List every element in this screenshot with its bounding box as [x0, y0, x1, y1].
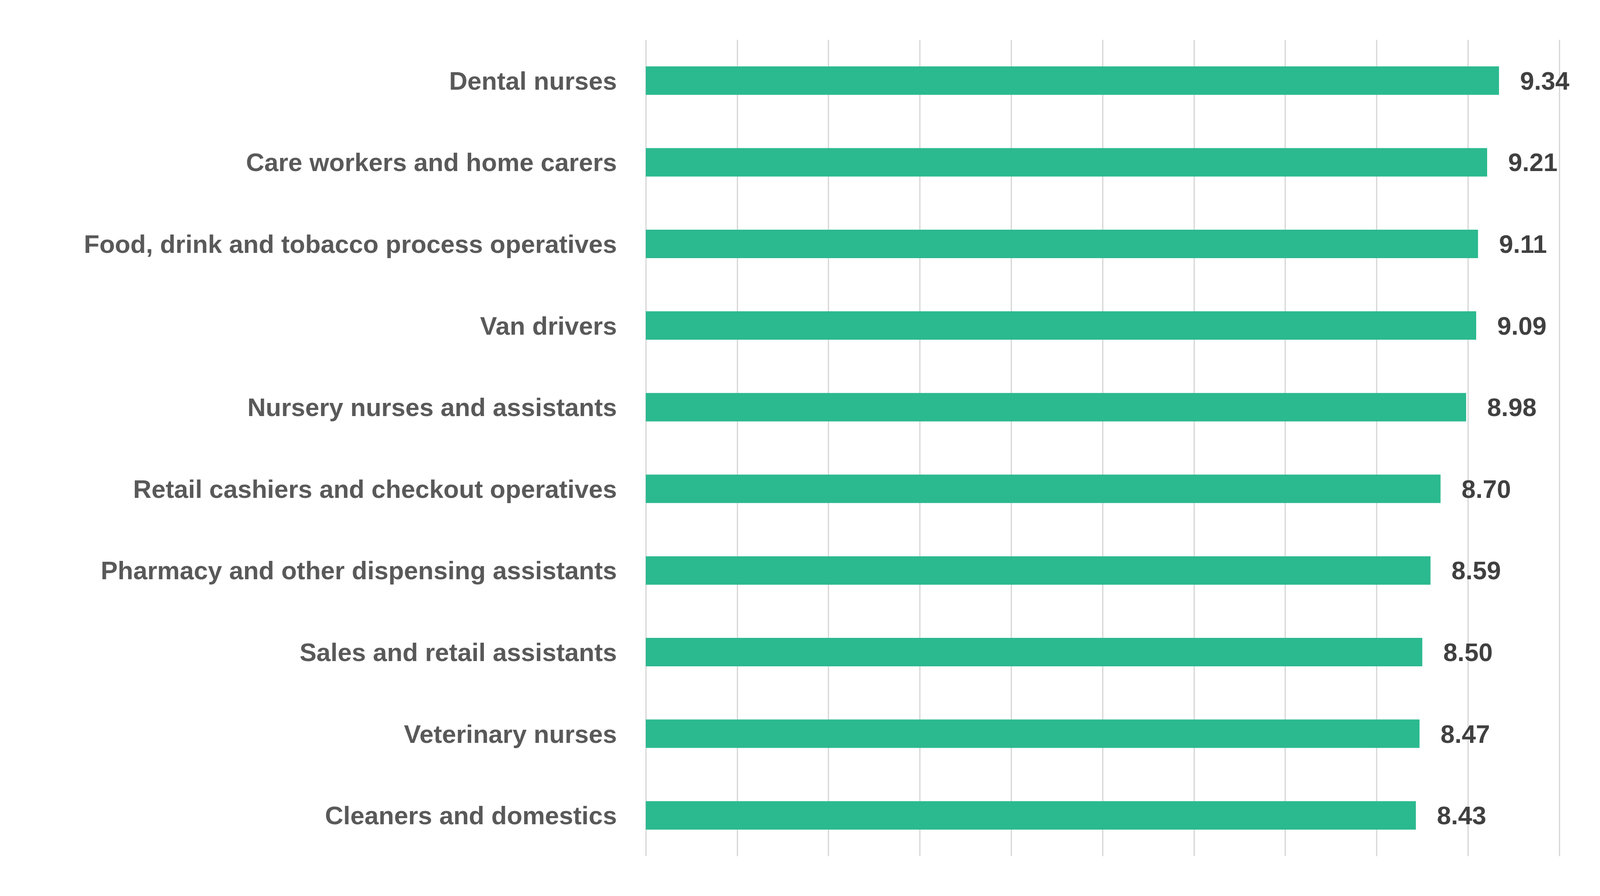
- svg-text:8.98: 8.98: [1487, 392, 1537, 422]
- svg-text:Cleaners and domestics: Cleaners and domestics: [325, 801, 617, 830]
- svg-text:Dental nurses: Dental nurses: [448, 66, 617, 95]
- svg-text:Pharmacy and other dispensing: Pharmacy and other dispensing assistants: [100, 556, 617, 585]
- svg-text:9.21: 9.21: [1508, 147, 1558, 177]
- svg-text:9.09: 9.09: [1497, 311, 1547, 340]
- svg-text:8.70: 8.70: [1461, 474, 1512, 504]
- svg-text:9.11: 9.11: [1498, 229, 1548, 259]
- svg-text:9.34: 9.34: [1519, 66, 1570, 95]
- svg-text:Food, drink and tobacco proces: Food, drink and tobacco process operativ…: [84, 229, 617, 259]
- svg-text:Van drivers: Van drivers: [479, 311, 617, 340]
- svg-text:Nursery nurses and assistants: Nursery nurses and assistants: [247, 392, 617, 422]
- svg-text:8.43: 8.43: [1436, 801, 1487, 830]
- svg-text:8.50: 8.50: [1443, 637, 1493, 667]
- svg-text:Sales and retail assistants: Sales and retail assistants: [299, 637, 617, 667]
- svg-text:Retail cashiers and checkout o: Retail cashiers and checkout operatives: [133, 474, 617, 504]
- svg-text:8.47: 8.47: [1440, 719, 1491, 749]
- svg-text:Care workers and home carers: Care workers and home carers: [245, 147, 617, 177]
- svg-text:8.59: 8.59: [1451, 556, 1502, 585]
- svg-text:Veterinary nurses: Veterinary nurses: [403, 719, 617, 749]
